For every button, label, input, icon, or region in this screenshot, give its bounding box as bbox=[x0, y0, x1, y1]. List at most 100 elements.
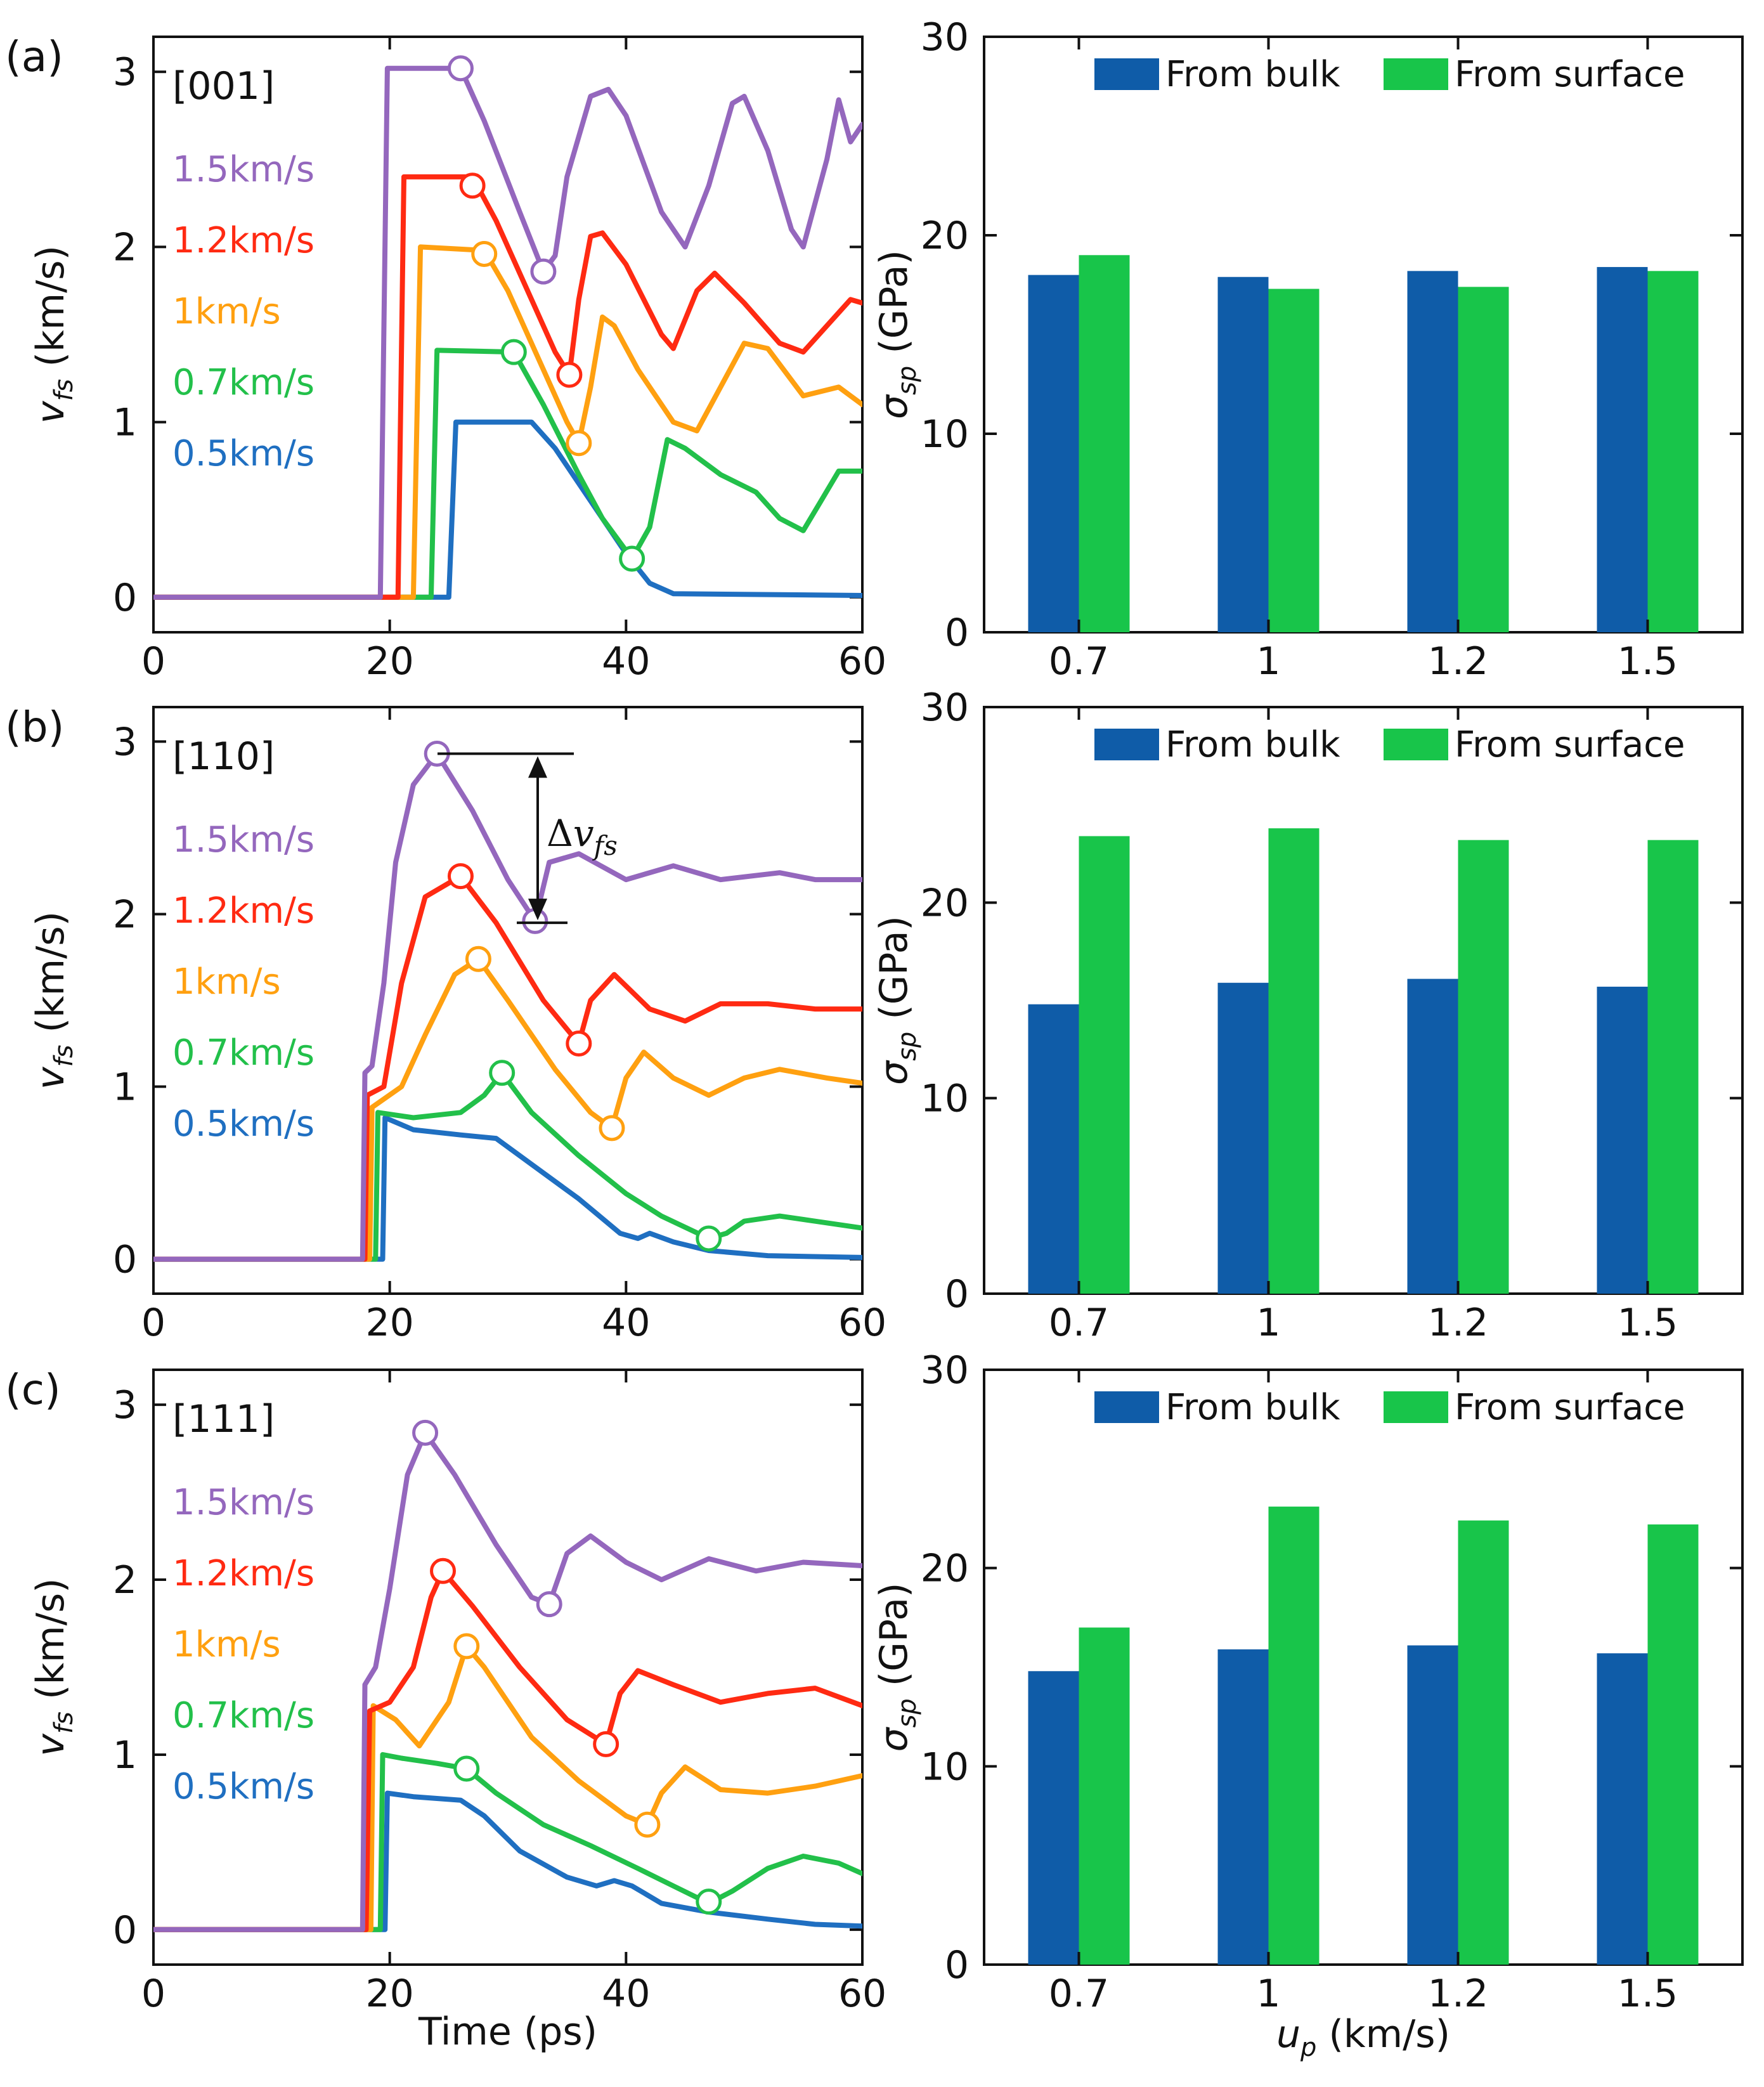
bulk-bar-1 bbox=[1217, 276, 1269, 633]
delta-var: v bbox=[573, 812, 594, 855]
y-axis-label-unit: (km/s) bbox=[29, 1578, 73, 1712]
series-line-1.5km/s bbox=[153, 1430, 862, 1932]
series-line-1.2km/s bbox=[153, 1568, 862, 1932]
surface-bar-1 bbox=[1268, 289, 1320, 632]
series-label: 1km/s bbox=[172, 291, 281, 332]
delta-arrow-head-down bbox=[528, 899, 547, 921]
legend-swatch-bulk bbox=[1094, 1391, 1159, 1423]
series-label: 0.7km/s bbox=[172, 1695, 315, 1736]
series-label: 0.7km/s bbox=[172, 362, 315, 403]
y-tick-label: 20 bbox=[921, 881, 969, 925]
series-label: 0.5km/s bbox=[172, 433, 315, 474]
plot-frame bbox=[152, 36, 864, 634]
surface-bar-1 bbox=[1268, 1506, 1320, 1965]
y-tick-label: 0 bbox=[945, 1943, 969, 1987]
series-label: 0.5km/s bbox=[172, 1103, 315, 1145]
series-line-0.7km/s bbox=[153, 1070, 862, 1262]
orientation-label: [110] bbox=[172, 734, 275, 779]
peak-marker bbox=[453, 1633, 480, 1660]
x-tick-label: 20 bbox=[365, 639, 413, 684]
peak-marker bbox=[566, 1030, 592, 1057]
y-axis-label-sub: fs bbox=[49, 379, 79, 401]
x-tick-label: 0 bbox=[141, 1972, 165, 2016]
x-tick-label: 60 bbox=[838, 1301, 886, 1345]
x-tick-label: 1.5 bbox=[1618, 1301, 1678, 1345]
series-line-1.2km/s bbox=[153, 873, 862, 1262]
panel-label: (c) bbox=[5, 1365, 61, 1414]
legend: From bulk From surface bbox=[1094, 1387, 1685, 1428]
surface-bar-1.5 bbox=[1647, 1524, 1699, 1965]
x-tick-label: 1.5 bbox=[1618, 639, 1678, 684]
bulk-bar-1.2 bbox=[1407, 1645, 1458, 1965]
series-label: 1.2km/s bbox=[172, 890, 315, 932]
y-axis-label-main: σ bbox=[872, 1726, 916, 1752]
peak-marker bbox=[459, 172, 486, 199]
series-group bbox=[153, 1430, 862, 1932]
y-tick-label: 0 bbox=[113, 576, 137, 620]
orientation-label: [001] bbox=[172, 64, 275, 108]
legend-swatch-bulk bbox=[1094, 729, 1159, 760]
peak-marker bbox=[599, 1115, 625, 1141]
peak-marker bbox=[619, 545, 645, 572]
y-axis-label-sub: fs bbox=[49, 1045, 79, 1067]
y-tick-label: 1 bbox=[113, 1733, 137, 1778]
x-tick-label: 1.2 bbox=[1428, 1301, 1488, 1345]
x-axis-label-unit: (km/s) bbox=[1316, 2012, 1450, 2057]
y-axis-label-sub: sp bbox=[893, 366, 922, 395]
surface-bar-0.7 bbox=[1079, 255, 1130, 632]
bulk-bar-1 bbox=[1217, 1649, 1269, 1965]
delta-vfs-annotation: Δvfs bbox=[547, 812, 618, 861]
y-tick-label: 2 bbox=[113, 1558, 137, 1603]
bulk-bar-0.7 bbox=[1028, 275, 1079, 633]
y-axis-label-main: v bbox=[29, 1066, 73, 1089]
legend-swatch-surface bbox=[1384, 1391, 1448, 1423]
x-axis-label-main: u bbox=[1276, 2012, 1300, 2057]
series-line-1.5km/s bbox=[153, 751, 862, 1262]
legend-label-bulk: From bulk bbox=[1165, 1387, 1340, 1428]
surface-bar-1.2 bbox=[1458, 840, 1509, 1294]
x-tick-label: 1.2 bbox=[1428, 639, 1488, 684]
panel-label: (a) bbox=[5, 32, 63, 81]
legend-swatch-surface bbox=[1384, 58, 1448, 90]
y-tick-label: 0 bbox=[113, 1908, 137, 1953]
surface-bar-1.5 bbox=[1647, 840, 1699, 1294]
surface-bar-1.5 bbox=[1647, 271, 1699, 633]
x-tick-label: 0 bbox=[141, 639, 165, 684]
peak-marker bbox=[634, 1811, 661, 1838]
series-group bbox=[153, 65, 862, 600]
series-line-1.5km/s bbox=[153, 65, 862, 600]
series-label: 1.5km/s bbox=[172, 149, 315, 190]
x-axis-label: up (km/s) bbox=[1276, 2012, 1450, 2062]
y-axis-label-main: v bbox=[29, 400, 73, 424]
x-tick-label: 20 bbox=[365, 1972, 413, 2016]
peak-marker bbox=[412, 1419, 439, 1446]
series-label: 1.5km/s bbox=[172, 1482, 315, 1523]
series-label: 1km/s bbox=[172, 1624, 281, 1665]
plot-frame bbox=[152, 706, 864, 1295]
delta-base: Δ bbox=[547, 812, 573, 855]
y-tick-label: 10 bbox=[921, 1077, 969, 1121]
series-label: 1.5km/s bbox=[172, 819, 315, 861]
legend-label-surface: From surface bbox=[1455, 1387, 1685, 1428]
line-panel-3: 0 20 40 60 0 1 2 3 vfs (km/s) Time (ps) (c) [111] 1.… bbox=[5, 1365, 886, 2054]
x-tick-label: 1.5 bbox=[1618, 1972, 1678, 2016]
series-line-0.5km/s bbox=[153, 1790, 862, 1932]
y-tick-label: 20 bbox=[921, 214, 969, 258]
bulk-bar-1.5 bbox=[1597, 267, 1648, 633]
bulk-bar-1 bbox=[1217, 982, 1269, 1294]
surface-bar-1 bbox=[1268, 828, 1320, 1294]
y-axis-label-main: σ bbox=[872, 1060, 916, 1085]
x-axis-label: Time (ps) bbox=[418, 2010, 597, 2054]
peak-marker bbox=[447, 55, 474, 82]
y-axis-label-unit: (GPa) bbox=[872, 1583, 916, 1699]
peak-marker bbox=[530, 258, 557, 285]
y-tick-label: 0 bbox=[113, 1238, 137, 1282]
peak-marker bbox=[556, 361, 583, 388]
legend-swatch-bulk bbox=[1094, 58, 1159, 90]
series-label: 0.5km/s bbox=[172, 1766, 315, 1807]
x-tick-label: 20 bbox=[365, 1301, 413, 1345]
y-axis-label-main: σ bbox=[872, 394, 916, 419]
y-axis-label-unit: (GPa) bbox=[872, 916, 916, 1032]
peak-marker bbox=[593, 1731, 619, 1757]
y-tick-label: 0 bbox=[945, 1272, 969, 1317]
